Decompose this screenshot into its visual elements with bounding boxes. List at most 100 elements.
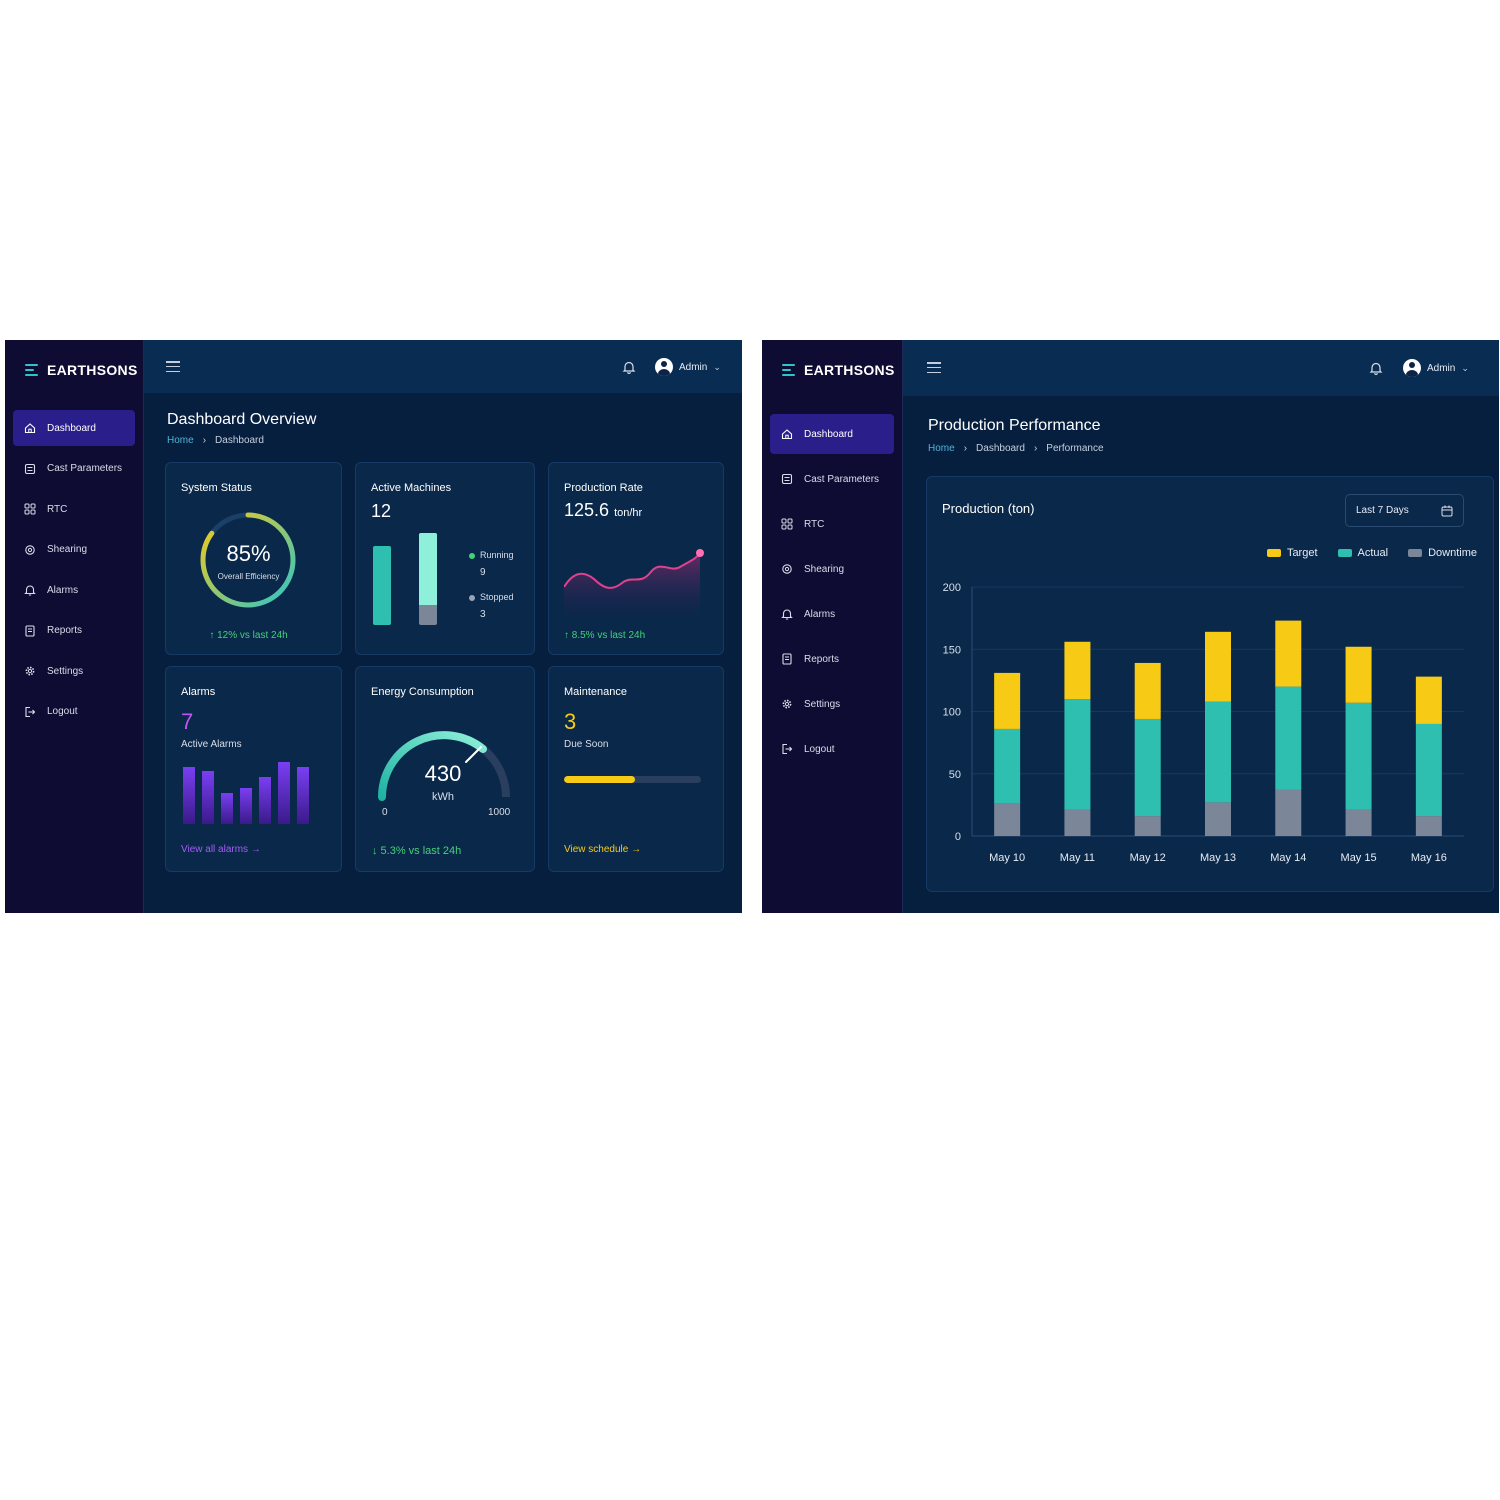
machines-count: 12: [371, 501, 392, 521]
production-rate-card: Production Rate 125.6 ton/hr ↑ 8.5% vs l…: [548, 462, 724, 655]
production-trend: ↑ 8.5% vs last 24h: [564, 630, 646, 641]
bar-target-may-15: [1345, 646, 1372, 703]
x-tick-label: May 13: [1200, 852, 1236, 864]
active-machines-card: Active Machines 12 Running 9 Stopped 3: [355, 462, 535, 655]
sidebar-item-shearing[interactable]: Shearing: [770, 549, 894, 589]
sidebar-item-logout[interactable]: Logout: [13, 694, 135, 730]
chart-card-title: Production (ton): [942, 501, 1035, 516]
notification-bell-icon[interactable]: [1369, 361, 1383, 375]
brand[interactable]: EARTHSONS: [5, 340, 143, 400]
sidebar-item-logout[interactable]: Logout: [770, 729, 894, 769]
chevron-right-icon: ›: [202, 435, 207, 446]
sidebar-item-reports[interactable]: Reports: [13, 613, 135, 649]
gauge-max-label: 1000: [488, 807, 511, 818]
y-tick-label: 200: [943, 582, 961, 594]
sidebar-item-alarms[interactable]: Alarms: [770, 594, 894, 634]
legend-target[interactable]: Target: [1266, 547, 1318, 559]
x-tick-label: May 16: [1411, 852, 1447, 864]
brand[interactable]: EARTHSONS: [762, 340, 902, 400]
hamburger-icon[interactable]: [166, 361, 180, 372]
date-range-select[interactable]: Last 7 Days: [1345, 494, 1464, 527]
card-title: Maintenance: [564, 686, 627, 698]
production-rate-unit: ton/hr: [614, 507, 643, 519]
bar-downtime-may-10: [994, 803, 1021, 836]
date-range-value: Last 7 Days: [1356, 505, 1409, 516]
maintenance-card: Maintenance 3 Due Soon View schedule →: [548, 666, 724, 872]
system-status-card: System Status 85% Overall Efficiency ↑ 1…: [165, 462, 342, 655]
page-title: Production Performance: [928, 417, 1101, 434]
main-content: Admin ⌄ Dashboard Overview Home › Dashbo…: [144, 340, 742, 913]
stopped-count: 3: [480, 609, 486, 620]
rtc-icon: [780, 517, 794, 531]
legend-actual[interactable]: Actual: [1337, 547, 1388, 559]
breadcrumb-dashboard[interactable]: Dashboard: [976, 443, 1025, 454]
user-menu[interactable]: Admin ⌄: [655, 358, 721, 376]
sidebar-item-cast-parameters[interactable]: Cast Parameters: [770, 459, 894, 499]
bar-target-may-14: [1275, 620, 1302, 687]
sidebar-item-label: Alarms: [804, 608, 836, 620]
alarm-bell-icon: [23, 583, 37, 597]
chart-legend: Target Actual Downtime: [1266, 547, 1477, 559]
sidebar-item-settings[interactable]: Settings: [13, 653, 135, 689]
production-bar-chart: 0 50 100 150 200 May 10 May 11 May 12 May 13 May …: [943, 582, 1464, 864]
view-all-alarms-link[interactable]: View all alarms →: [181, 844, 261, 855]
sidebar-item-rtc[interactable]: RTC: [13, 491, 135, 527]
efficiency-ring: [200, 512, 296, 608]
sidebar-item-cast-parameters[interactable]: Cast Parameters: [13, 451, 135, 487]
sidebar-item-settings[interactable]: Settings: [770, 684, 894, 724]
production-chart-card: Production (ton) Last 7 Days Target Actua…: [926, 476, 1494, 892]
home-icon: [780, 427, 794, 441]
sidebar: EARTHSONS Dashboard Cast Parameters RTC She…: [762, 340, 903, 913]
dashboard-overview-screen: EARTHSONS Dashboard Cast Parameters RTC She…: [5, 340, 742, 913]
bar-target-may-12: [1134, 662, 1161, 719]
sidebar: EARTHSONS Dashboard Cast Parameters RTC She…: [5, 340, 144, 913]
energy-consumption-card: Energy Consumption 430 kWh 0 1000 ↓ 5.3%…: [355, 666, 535, 872]
y-tick-label: 150: [943, 644, 961, 656]
sidebar-item-alarms[interactable]: Alarms: [13, 572, 135, 608]
sidebar-item-label: Cast Parameters: [804, 473, 880, 485]
x-tick-label: May 12: [1130, 852, 1166, 864]
bar-downtime-may-12: [1134, 816, 1161, 836]
sidebar-item-label: RTC: [804, 518, 825, 530]
maintenance-caption: Due Soon: [564, 739, 609, 750]
cast-parameters-icon: [780, 472, 794, 486]
sidebar-item-label: Shearing: [47, 544, 88, 555]
sidebar-item-shearing[interactable]: Shearing: [13, 532, 135, 568]
user-name: Admin: [679, 361, 708, 373]
sidebar-item-label: Settings: [804, 698, 841, 710]
sidebar-item-rtc[interactable]: RTC: [770, 504, 894, 544]
running-count: 9: [480, 567, 486, 578]
bar-actual-may-16: [1415, 723, 1442, 817]
sidebar-item-label: Shearing: [804, 563, 845, 575]
chevron-down-icon: ⌄: [713, 361, 721, 372]
sidebar-item-dashboard[interactable]: Dashboard: [13, 410, 135, 446]
chevron-down-icon: ⌄: [1461, 362, 1469, 373]
shearing-icon: [780, 562, 794, 576]
chevron-right-icon: ›: [1033, 443, 1038, 454]
bar-target-may-11: [1064, 641, 1091, 700]
breadcrumb-home[interactable]: Home: [167, 435, 194, 446]
menu-lines-icon: [782, 364, 795, 376]
sidebar-item-dashboard[interactable]: Dashboard: [770, 414, 894, 454]
alarms-caption: Active Alarms: [181, 739, 242, 750]
bar-downtime-may-16: [1415, 816, 1442, 836]
x-tick-label: May 10: [989, 852, 1025, 864]
sidebar-item-reports[interactable]: Reports: [770, 639, 894, 679]
legend-downtime[interactable]: Downtime: [1408, 547, 1477, 559]
bar-actual-may-12: [1134, 718, 1161, 817]
notification-bell-icon[interactable]: [622, 360, 636, 374]
breadcrumb-current: Performance: [1046, 443, 1104, 454]
bar-actual-may-15: [1345, 702, 1372, 810]
bar-downtime-may-14: [1275, 789, 1302, 836]
hamburger-icon[interactable]: [927, 362, 941, 373]
bar-target-may-10: [994, 672, 1021, 729]
maintenance-count: 3: [564, 709, 577, 734]
view-schedule-link[interactable]: View schedule →: [564, 844, 642, 855]
user-menu[interactable]: Admin ⌄: [1403, 359, 1469, 377]
machines-bar-total: [419, 533, 437, 625]
breadcrumb-home[interactable]: Home: [928, 443, 955, 454]
sidebar-item-label: Logout: [804, 743, 835, 755]
x-tick-label: May 14: [1270, 852, 1306, 864]
y-tick-label: 100: [943, 707, 961, 719]
topbar: Admin ⌄: [144, 340, 742, 393]
